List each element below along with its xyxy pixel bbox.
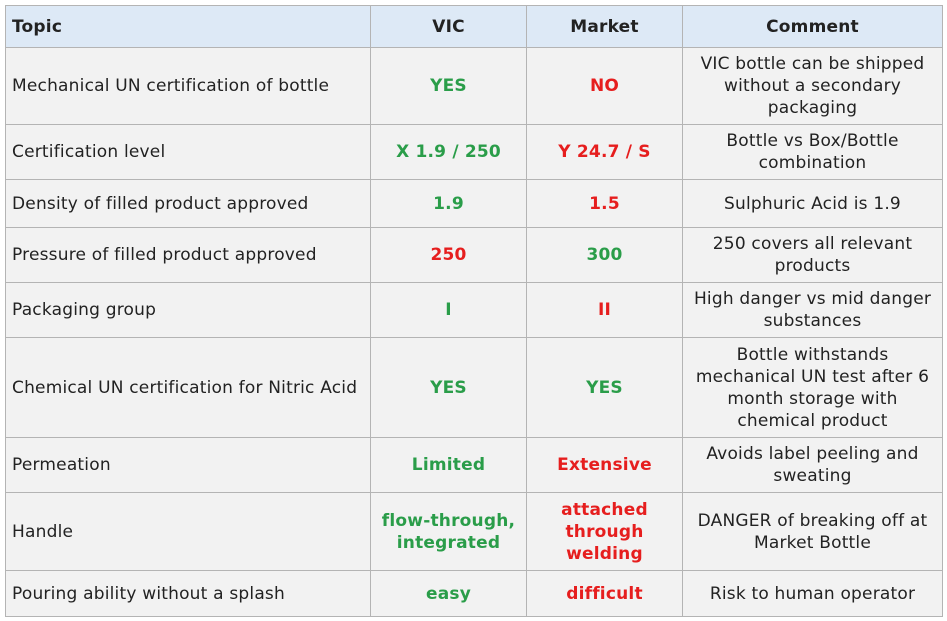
row-market-value: attached through welding [526,492,683,571]
row-topic: Pressure of filled product approved [5,227,371,283]
row-topic: Permeation [5,437,371,493]
row-topic: Density of filled product approved [5,179,371,228]
table-row: Handle flow-through, integrated attached… [5,492,943,571]
table-row: Pouring ability without a splash easy di… [5,570,943,617]
row-vic-value: Limited [370,437,527,493]
row-vic-value: YES [370,337,527,438]
row-comment: Sulphuric Acid is 1.9 [682,179,943,228]
row-vic-value: flow-through, integrated [370,492,527,571]
table-row: Mechanical UN certification of bottle YE… [5,47,943,125]
table-row: Density of filled product approved 1.9 1… [5,179,943,228]
row-market-value: 1.5 [526,179,683,228]
row-topic: Packaging group [5,282,371,338]
row-comment: Avoids label peeling and sweating [682,437,943,493]
header-market: Market [526,5,683,48]
row-topic: Certification level [5,124,371,180]
row-topic: Chemical UN certification for Nitric Aci… [5,337,371,438]
table-row: Certification level X 1.9 / 250 Y 24.7 /… [5,124,943,180]
row-market-value: 300 [526,227,683,283]
row-market-value: YES [526,337,683,438]
row-comment: DANGER of breaking off at Market Bottle [682,492,943,571]
row-comment: High danger vs mid danger substances [682,282,943,338]
row-market-value: NO [526,47,683,125]
row-vic-value: 1.9 [370,179,527,228]
row-market-value: II [526,282,683,338]
comparison-table: Topic VIC Market Comment Mechanical UN c… [5,5,943,617]
row-vic-value: 250 [370,227,527,283]
row-topic: Mechanical UN certification of bottle [5,47,371,125]
row-topic: Handle [5,492,371,571]
row-vic-value: I [370,282,527,338]
table-row: Chemical UN certification for Nitric Aci… [5,337,943,438]
row-market-value: difficult [526,570,683,617]
header-row: Topic VIC Market Comment [5,5,943,48]
row-market-value: Y 24.7 / S [526,124,683,180]
row-vic-value: YES [370,47,527,125]
row-market-value: Extensive [526,437,683,493]
row-comment: VIC bottle can be shipped without a seco… [682,47,943,125]
row-topic: Pouring ability without a splash [5,570,371,617]
row-comment: 250 covers all relevant products [682,227,943,283]
table-row: Permeation Limited Extensive Avoids labe… [5,437,943,493]
table-row: Pressure of filled product approved 250 … [5,227,943,283]
row-comment: Risk to human operator [682,570,943,617]
header-vic: VIC [370,5,527,48]
header-topic: Topic [5,5,371,48]
row-comment: Bottle withstands mechanical UN test aft… [682,337,943,438]
row-vic-value: easy [370,570,527,617]
header-comment: Comment [682,5,943,48]
table-row: Packaging group I II High danger vs mid … [5,282,943,338]
row-vic-value: X 1.9 / 250 [370,124,527,180]
row-comment: Bottle vs Box/Bottle combination [682,124,943,180]
